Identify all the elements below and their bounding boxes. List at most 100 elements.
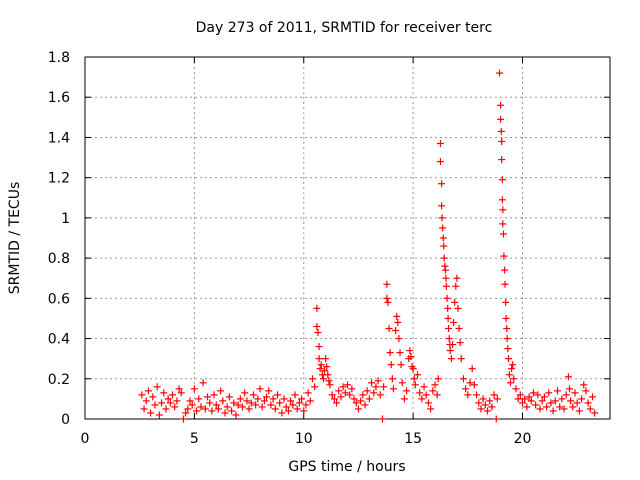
- data-point: [538, 397, 546, 405]
- data-point: [452, 282, 460, 290]
- data-point: [333, 399, 341, 407]
- data-point: [300, 407, 308, 415]
- data-point: [158, 399, 166, 407]
- data-point: [504, 345, 512, 353]
- data-point: [479, 395, 487, 403]
- data-point: [166, 399, 174, 407]
- data-point: [293, 405, 301, 413]
- x-axis-ticks: 0 5 10 15 20: [81, 57, 531, 447]
- data-point: [309, 375, 316, 383]
- data-point: [532, 401, 540, 409]
- data-point: [383, 280, 391, 288]
- data-point: [188, 401, 196, 409]
- x-axis-label: GPS time / hours: [288, 459, 405, 475]
- data-point: [341, 389, 349, 397]
- data-point: [496, 69, 504, 77]
- data-point: [380, 383, 388, 391]
- data-point: [394, 318, 402, 326]
- data-point: [346, 391, 354, 399]
- data-point: [153, 383, 161, 391]
- data-point: [521, 395, 529, 403]
- data-point: [582, 387, 590, 395]
- y-axis-label: SRMTID / TECUs: [7, 182, 23, 295]
- data-point: [263, 393, 271, 401]
- data-point: [365, 395, 373, 403]
- data-point: [503, 335, 511, 343]
- data-point: [313, 322, 321, 330]
- data-point: [527, 397, 535, 405]
- data-point: [287, 397, 295, 405]
- data-point: [335, 387, 343, 395]
- data-point: [534, 391, 542, 399]
- data-point: [400, 395, 408, 403]
- data-point: [164, 395, 172, 403]
- y-tick-label: 0.2: [48, 372, 70, 388]
- data-point: [519, 399, 526, 407]
- data-point: [304, 389, 312, 397]
- data-point: [357, 397, 365, 405]
- data-point: [397, 361, 405, 369]
- data-point: [477, 405, 485, 413]
- data-point: [184, 405, 192, 413]
- data-point: [376, 391, 384, 399]
- data-point: [529, 389, 537, 397]
- data-point: [499, 206, 507, 214]
- data-point: [201, 405, 209, 413]
- data-point: [271, 405, 279, 413]
- data-point: [510, 375, 518, 383]
- data-point: [195, 395, 203, 403]
- data-point: [498, 176, 506, 184]
- data-point: [497, 127, 505, 135]
- data-point: [443, 294, 451, 302]
- data-point: [470, 381, 478, 389]
- data-point: [306, 397, 314, 405]
- data-point: [387, 361, 395, 369]
- data-point: [393, 312, 401, 320]
- data-point: [298, 395, 306, 403]
- data-point: [436, 158, 444, 166]
- data-point: [284, 407, 292, 415]
- x-tick-label: 15: [404, 431, 422, 447]
- data-point: [249, 391, 257, 399]
- x-tick-label: 0: [81, 431, 90, 447]
- data-point: [348, 385, 356, 393]
- data-point: [545, 389, 553, 397]
- data-point: [436, 139, 444, 147]
- data-point: [232, 411, 240, 419]
- data-point: [451, 298, 459, 306]
- data-point: [149, 393, 157, 401]
- data-point: [497, 115, 505, 123]
- data-point: [247, 399, 255, 407]
- data-point: [274, 391, 281, 399]
- data-point: [556, 403, 564, 411]
- data-point: [280, 395, 288, 403]
- data-point: [475, 399, 483, 407]
- data-point: [440, 242, 448, 250]
- data-point: [525, 393, 533, 401]
- data-point: [445, 335, 453, 343]
- data-point: [144, 387, 152, 395]
- data-point: [427, 405, 435, 413]
- data-point: [155, 411, 163, 419]
- y-tick-label: 0.6: [48, 291, 70, 307]
- data-point: [420, 383, 428, 391]
- data-point: [396, 349, 404, 357]
- data-point: [431, 381, 439, 389]
- data-point: [573, 399, 581, 407]
- data-point: [442, 266, 449, 274]
- data-point: [514, 395, 522, 403]
- data-point: [317, 361, 325, 369]
- chart-title: Day 273 of 2011, SRMTID for receiver ter…: [196, 20, 493, 36]
- data-point: [500, 252, 508, 260]
- data-point: [147, 409, 155, 417]
- y-tick-label: 1.6: [48, 90, 70, 106]
- data-point: [208, 407, 216, 415]
- data-point: [315, 343, 323, 351]
- data-point: [230, 399, 238, 407]
- data-point: [359, 391, 367, 399]
- data-point: [439, 234, 447, 242]
- data-point: [217, 387, 225, 395]
- data-point: [225, 393, 233, 401]
- data-point: [239, 403, 246, 411]
